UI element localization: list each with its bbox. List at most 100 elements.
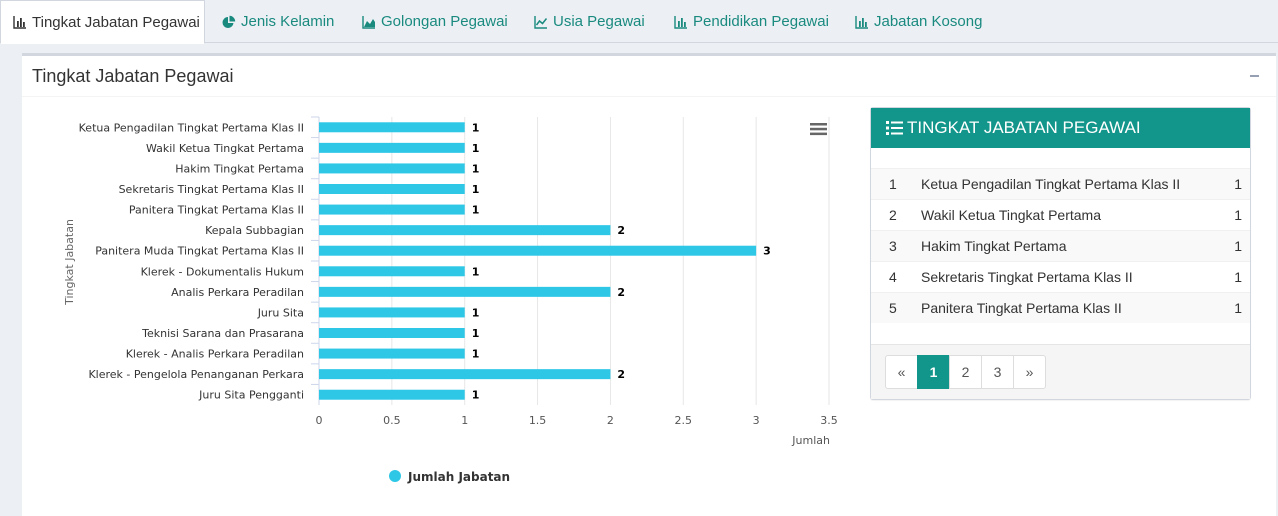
y-category-label: Panitera Muda Tingkat Pertama Klas II — [95, 245, 304, 258]
data-label: 2 — [617, 286, 625, 299]
collapse-button[interactable] — [1248, 68, 1262, 82]
data-label: 3 — [763, 245, 771, 258]
y-category-label: Panitera Tingkat Pertama Klas II — [129, 204, 304, 217]
row-number: 1 — [889, 176, 897, 192]
pagination-page-3[interactable]: 3 — [981, 355, 1014, 389]
bar[interactable] — [319, 163, 465, 174]
tab-jenis-kelamin[interactable]: Jenis Kelamin — [222, 0, 334, 43]
row-name: Ketua Pengadilan Tingkat Pertama Klas II — [921, 176, 1181, 192]
pagination-page-2[interactable]: 2 — [949, 355, 982, 389]
x-tick-label: 3 — [753, 414, 760, 427]
data-label: 1 — [472, 327, 480, 340]
chart-legend[interactable]: Jumlah Jabatan — [389, 470, 510, 484]
pagination-prev[interactable]: « — [885, 355, 918, 389]
row-name: Wakil Ketua Tingkat Pertama — [921, 207, 1102, 223]
y-category-label: Klerek - Analis Perkara Peradilan — [126, 348, 304, 361]
tab-label: Pendidikan Pegawai — [693, 13, 829, 30]
data-label: 1 — [472, 306, 480, 319]
x-tick-label: 3.5 — [820, 414, 838, 427]
row-name: Panitera Tingkat Pertama Klas II — [921, 300, 1122, 316]
row-name: Hakim Tingkat Pertama — [921, 238, 1067, 254]
row-number: 3 — [889, 238, 897, 254]
bar-chart-icon — [674, 15, 687, 29]
bar-chart-icon — [855, 15, 868, 29]
table-row: 3 Hakim Tingkat Pertama 1 — [871, 230, 1250, 261]
bar[interactable] — [319, 389, 465, 400]
y-category-label: Wakil Ketua Tingkat Pertama — [146, 142, 304, 155]
data-label: 2 — [617, 368, 625, 381]
x-tick-label: 2 — [607, 414, 614, 427]
bar[interactable] — [319, 307, 465, 318]
tab-tingkat-jabatan[interactable]: Tingkat Jabatan Pegawai — [0, 0, 205, 44]
data-label: 1 — [472, 348, 480, 361]
data-label: 1 — [472, 389, 480, 402]
tab-jabatan-kosong[interactable]: Jabatan Kosong — [855, 0, 982, 43]
bar[interactable] — [319, 369, 611, 380]
row-value: 1 — [1234, 269, 1242, 285]
table-row: 1 Ketua Pengadilan Tingkat Pertama Klas … — [871, 168, 1250, 199]
y-category-label: Kepala Subbagian — [205, 224, 304, 237]
row-value: 1 — [1234, 207, 1242, 223]
bar-chart-icon — [13, 16, 26, 29]
x-axis-label: Jumlah — [791, 434, 830, 447]
pie-chart-icon — [222, 15, 236, 28]
data-label: 1 — [472, 162, 480, 175]
tab-bar: Tingkat Jabatan Pegawai Jenis Kelamin Go… — [0, 0, 1278, 44]
y-category-label: Teknisi Sarana dan Prasarana — [141, 327, 304, 340]
panel-footer: « 1 2 3 » — [871, 344, 1250, 399]
table-row: 2 Wakil Ketua Tingkat Pertama 1 — [871, 199, 1250, 230]
jabatan-panel: TINGKAT JABATAN PEGAWAI 1 Ketua Pengadil… — [870, 107, 1251, 400]
panel-header: TINGKAT JABATAN PEGAWAI — [871, 108, 1250, 148]
tab-label: Jenis Kelamin — [241, 13, 335, 30]
y-category-label: Juru Sita Pengganti — [198, 389, 304, 402]
pagination: « 1 2 3 » — [885, 355, 1046, 389]
tab-label: Golongan Pegawai — [381, 13, 508, 30]
tab-golongan[interactable]: Golongan Pegawai — [362, 0, 508, 43]
row-number: 4 — [889, 269, 897, 285]
y-category-label: Sekretaris Tingkat Pertama Klas II — [119, 183, 304, 196]
bar[interactable] — [319, 286, 611, 297]
data-label: 1 — [472, 265, 480, 278]
bar[interactable] — [319, 266, 465, 277]
chart-menu-icon[interactable] — [810, 123, 827, 136]
row-name: Sekretaris Tingkat Pertama Klas II — [921, 269, 1133, 285]
line-chart-icon — [534, 15, 548, 29]
y-category-label: Juru Sita — [257, 306, 304, 319]
data-label: 1 — [472, 183, 480, 196]
data-label: 1 — [472, 142, 480, 155]
tab-pendidikan[interactable]: Pendidikan Pegawai — [674, 0, 829, 43]
y-category-label: Klerek - Pengelola Penanganan Perkara — [88, 368, 304, 381]
bar[interactable] — [319, 328, 465, 338]
y-category-label: Ketua Pengadilan Tingkat Pertama Klas II — [79, 121, 304, 134]
bar[interactable] — [319, 204, 465, 215]
table-row: 5 Panitera Tingkat Pertama Klas II 1 — [871, 292, 1250, 323]
area-chart-icon — [362, 15, 375, 29]
row-value: 1 — [1234, 238, 1242, 254]
y-category-label: Analis Perkara Peradilan — [171, 286, 304, 299]
y-axis-label: Tingkat Jabatan — [63, 219, 76, 306]
bar[interactable] — [319, 184, 465, 194]
row-value: 1 — [1234, 300, 1242, 316]
row-number: 5 — [889, 300, 897, 316]
tab-label: Usia Pegawai — [553, 13, 645, 30]
x-tick-label: 0 — [316, 414, 323, 427]
tab-label: Jabatan Kosong — [874, 13, 983, 30]
bar[interactable] — [319, 225, 611, 236]
data-label: 1 — [472, 204, 480, 217]
x-tick-label: 1 — [461, 414, 468, 427]
row-number: 2 — [889, 207, 897, 223]
y-category-label: Hakim Tingkat Pertama — [175, 162, 304, 175]
bar[interactable] — [319, 245, 757, 256]
pagination-page-1[interactable]: 1 — [917, 355, 950, 389]
tab-usia[interactable]: Usia Pegawai — [534, 0, 645, 43]
bar[interactable] — [319, 122, 465, 133]
bar[interactable] — [319, 142, 465, 153]
box-title: Tingkat Jabatan Pegawai — [32, 66, 234, 86]
legend-label: Jumlah Jabatan — [407, 470, 510, 484]
bar[interactable] — [319, 348, 465, 359]
data-label: 2 — [617, 224, 625, 237]
y-category-label: Klerek - Dokumentalis Hukum — [141, 265, 304, 278]
pagination-next[interactable]: » — [1013, 355, 1046, 389]
x-tick-label: 2.5 — [675, 414, 693, 427]
